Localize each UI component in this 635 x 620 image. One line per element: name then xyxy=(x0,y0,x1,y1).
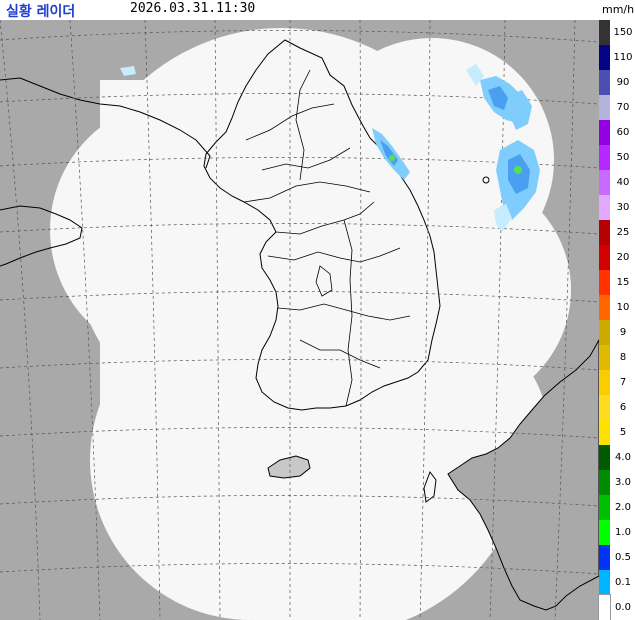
legend-unit: mm/h xyxy=(602,3,635,16)
legend-swatch xyxy=(598,594,611,620)
echo-yellow-sea-speck xyxy=(120,66,136,76)
legend-label: 90 xyxy=(616,76,630,88)
lat-lon-grid xyxy=(0,20,599,620)
legend-label: 10 xyxy=(616,301,630,313)
legend-swatch xyxy=(599,370,610,395)
legend-swatch xyxy=(599,320,610,345)
radar-echoes xyxy=(120,64,540,232)
legend-label: 50 xyxy=(616,151,630,163)
legend-label: 5 xyxy=(619,426,627,438)
legend-label: 40 xyxy=(616,176,630,188)
legend-label: 8 xyxy=(619,351,627,363)
legend-swatch xyxy=(599,120,610,145)
legend-label: 0.0 xyxy=(615,601,631,613)
admin-boundaries xyxy=(243,69,411,407)
legend-label: 9 xyxy=(619,326,627,338)
legend-label: 0.1 xyxy=(615,576,631,588)
echo-east-sea-north xyxy=(466,64,532,130)
legend-label: 4.0 xyxy=(615,451,631,463)
japan-coastline xyxy=(447,338,599,611)
legend-label: 6 xyxy=(619,401,627,413)
echo-east-sea-south xyxy=(494,140,540,232)
legend-swatch xyxy=(599,520,610,545)
observation-timestamp: 2026.03.31.11:30 xyxy=(130,1,256,16)
legend-label: 1.0 xyxy=(615,526,631,538)
legend-swatch xyxy=(599,470,610,495)
legend-swatch xyxy=(599,70,610,95)
legend-label: 110 xyxy=(613,51,633,63)
legend-label: 60 xyxy=(616,126,630,138)
echo-east-coast xyxy=(372,128,410,180)
legend-swatch xyxy=(599,20,610,45)
legend-swatch xyxy=(599,445,610,470)
legend-swatch xyxy=(599,570,610,595)
ulleung-island xyxy=(482,176,490,184)
jeju-island xyxy=(267,455,311,479)
china-coastline xyxy=(0,77,211,169)
legend-label: 25 xyxy=(616,226,630,238)
legend-label: 0.5 xyxy=(615,551,631,563)
legend-swatch xyxy=(599,420,610,445)
legend-swatch xyxy=(599,245,610,270)
shandong-coastline xyxy=(0,205,83,267)
rain-rate-legend: 150 110 90 70 60 50 40 30 25 20 15 10 9 8 7 6 5 4.0 3.0 2.0… xyxy=(598,20,635,620)
legend-swatch xyxy=(599,195,610,220)
legend-swatch xyxy=(599,295,610,320)
legend-label: 15 xyxy=(616,276,630,288)
legend-swatch xyxy=(599,145,610,170)
legend-label: 30 xyxy=(616,201,630,213)
legend-swatch xyxy=(599,45,610,70)
legend-label: 70 xyxy=(616,101,630,113)
legend-swatch xyxy=(599,170,610,195)
legend-swatch xyxy=(599,345,610,370)
legend-label: 20 xyxy=(616,251,630,263)
header-bar: 실황 레이더 2026.03.31.11:30 mm/h xyxy=(0,0,635,20)
legend-swatch xyxy=(599,545,610,570)
legend-label: 3.0 xyxy=(615,476,631,488)
legend-swatch xyxy=(599,395,610,420)
legend-swatch xyxy=(599,95,610,120)
radar-map xyxy=(0,20,599,620)
legend-swatch xyxy=(599,220,610,245)
map-title: 실황 레이더 xyxy=(6,4,76,20)
legend-label: 150 xyxy=(613,26,633,38)
legend-label: 2.0 xyxy=(615,501,631,513)
legend-swatch xyxy=(599,270,610,295)
tsushima-island xyxy=(423,470,437,503)
legend-label: 7 xyxy=(619,376,627,388)
legend-swatch xyxy=(599,495,610,520)
